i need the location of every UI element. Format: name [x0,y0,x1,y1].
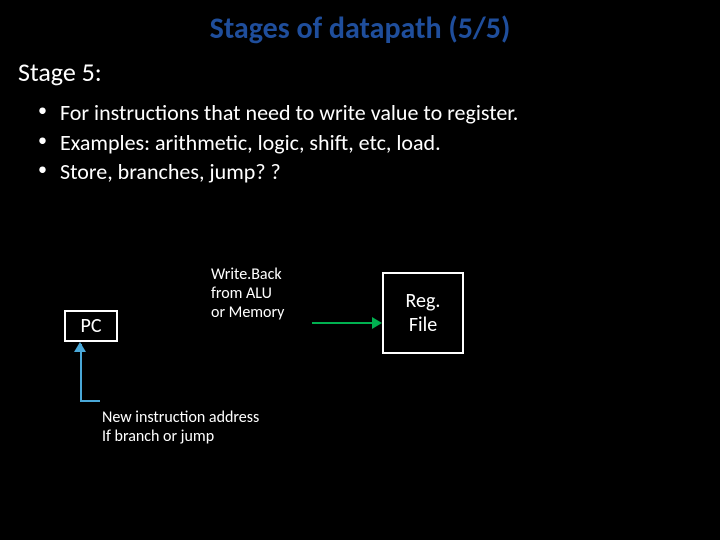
slide-title: Stages of datapath (5/5) [0,10,720,47]
newinstr-line1: New instruction address [102,408,259,427]
writeback-arrow [312,322,380,324]
pc-box: PC [64,310,118,342]
writeback-line3: or Memory [211,303,284,322]
regfile-box: Reg. File [382,272,464,354]
newinstr-line2: If branch or jump [102,427,259,446]
bullet-item: For instructions that need to write valu… [34,98,518,128]
writeback-annotation: Write.Back from ALU or Memory [211,265,284,323]
regfile-label-1: Reg. [406,289,441,313]
pc-arrow-head [74,342,86,352]
writeback-line1: Write.Back [211,265,284,284]
bullet-list: For instructions that need to write valu… [34,98,518,187]
pc-arrow-horizontal [80,400,100,402]
bullet-item: Examples: arithmetic, logic, shift, etc,… [34,128,518,158]
pc-arrow-vertical [80,344,82,402]
slide-subtitle: Stage 5: [18,56,102,88]
bullet-item: Store, branches, jump? ? [34,157,518,187]
regfile-label-2: File [409,313,437,337]
writeback-line2: from ALU [211,284,284,303]
pc-label: PC [81,314,102,338]
newinstr-annotation: New instruction address If branch or jum… [102,408,259,446]
